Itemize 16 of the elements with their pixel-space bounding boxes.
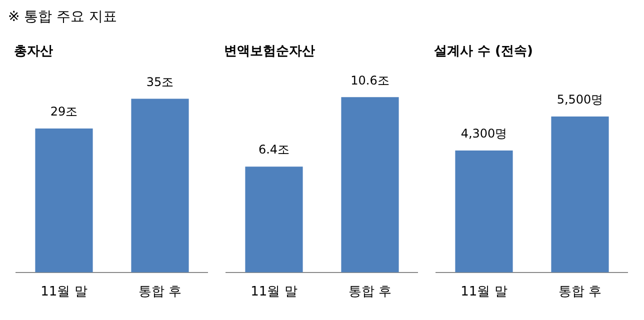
x-tick-label: 11월 말 — [40, 284, 88, 300]
data-label: 35조 — [146, 74, 174, 89]
chart-title: 설계사 수 (전속) — [433, 43, 534, 61]
x-tick-label: 통합 후 — [348, 284, 392, 300]
chart-title: 총자산 — [13, 43, 54, 61]
chart-title: 변액보험순자산 — [223, 43, 316, 61]
data-label: 10.6조 — [350, 73, 390, 88]
x-tick-label: 통합 후 — [138, 284, 182, 300]
data-label: 29조 — [50, 104, 78, 119]
data-label: 4,300명 — [460, 126, 508, 141]
data-label: 5,500명 — [556, 92, 604, 107]
x-tick-label: 11월 말 — [460, 284, 508, 300]
x-tick-label: 11월 말 — [250, 284, 298, 300]
data-label: 6.4조 — [258, 142, 290, 157]
x-tick-label: 통합 후 — [558, 284, 602, 300]
text: ※ 통합 주요 지표 — [8, 8, 118, 27]
